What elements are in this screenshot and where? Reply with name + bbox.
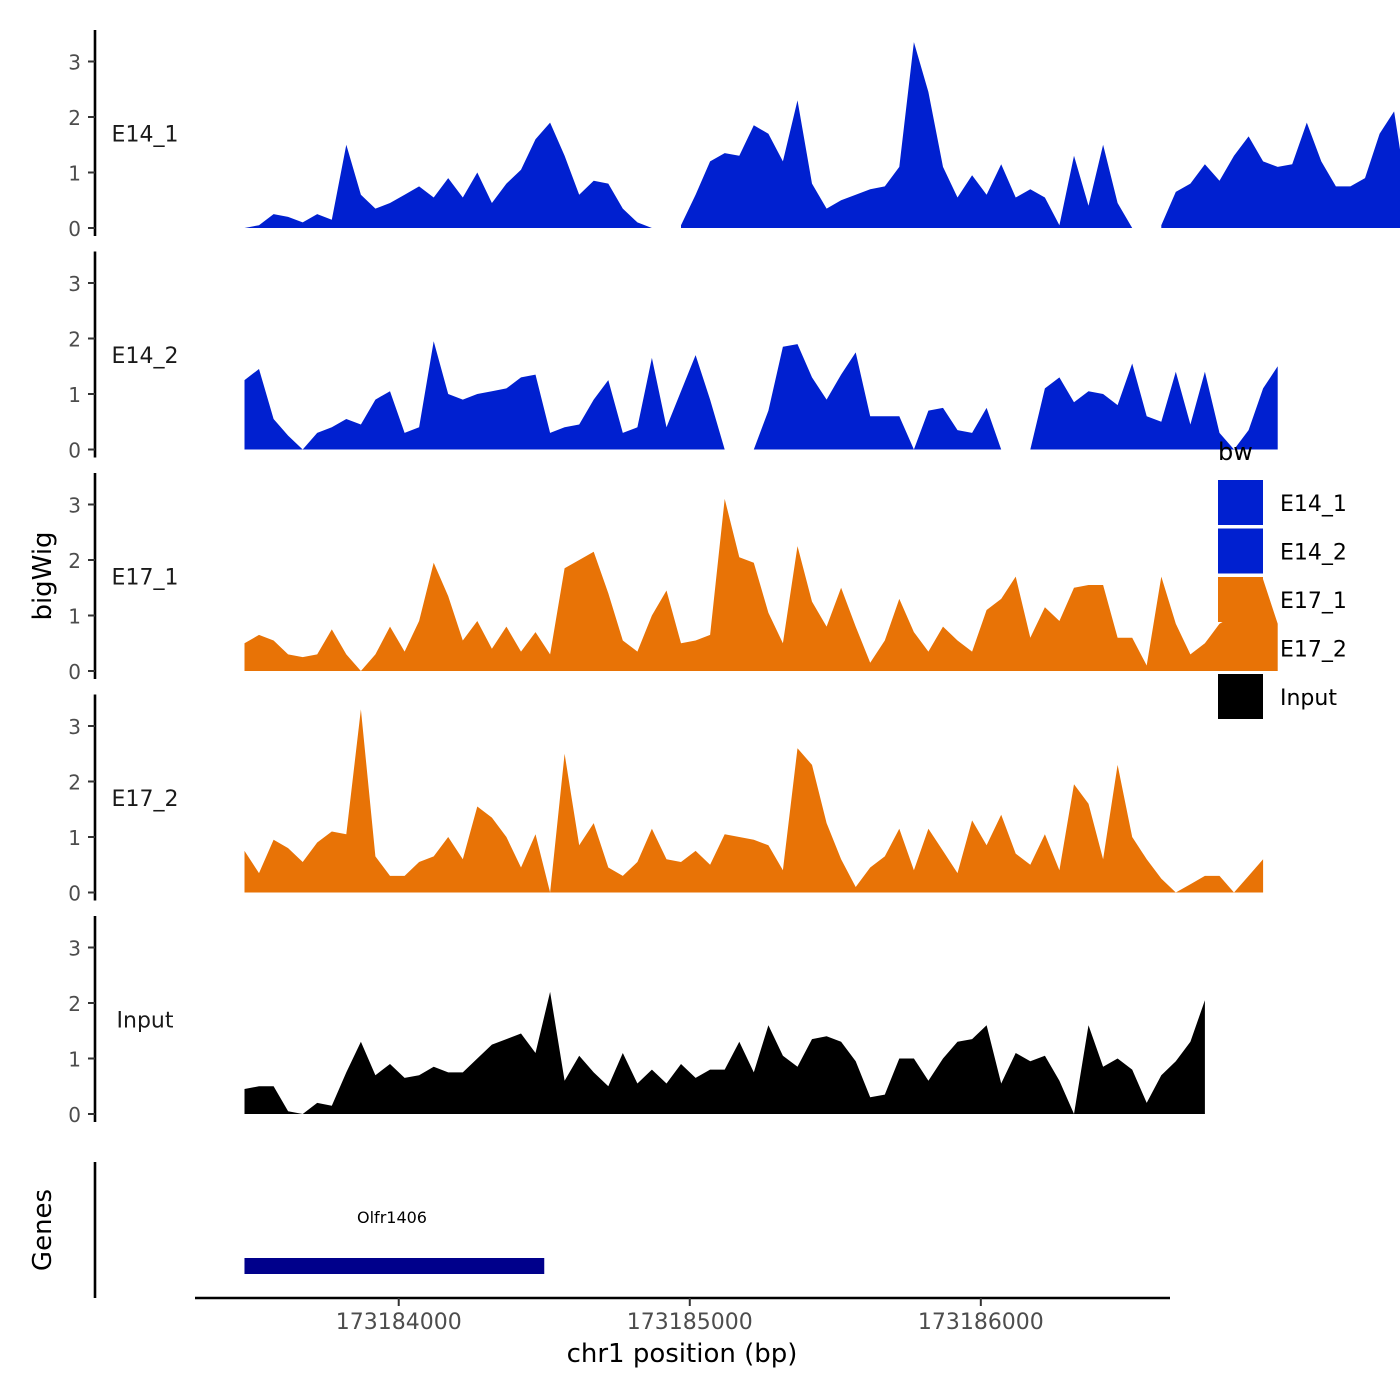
y-tick-label: 1	[68, 605, 81, 629]
signal-area	[244, 341, 725, 450]
y-tick-label: 2	[68, 992, 81, 1016]
gene-olfr1406: Olfr1406	[244, 1208, 545, 1274]
y-tick-label: 3	[68, 272, 81, 296]
signal-area	[244, 709, 1264, 893]
y-tick-label: 1	[68, 826, 81, 850]
legend-swatch	[1218, 625, 1263, 671]
legend-label: E14_2	[1280, 541, 1347, 566]
y-tick-label: 2	[68, 106, 81, 130]
y-tick-label: 0	[68, 882, 81, 906]
y-tick-label: 0	[68, 660, 81, 684]
gene-label: Olfr1406	[357, 1208, 427, 1227]
legend: bw E14_1 E14_2 E17_1 E17_2 Input	[1218, 438, 1347, 719]
signal-area	[244, 991, 1205, 1114]
signal-area	[753, 344, 1002, 450]
x-tick-label: 173185000	[627, 1310, 753, 1335]
track-label: E17_2	[112, 787, 179, 812]
track-label: Input	[117, 1009, 174, 1034]
legend-item-e17-1: E17_1	[1218, 577, 1347, 622]
y-tick-label: 3	[68, 937, 81, 961]
y-tick-label: 3	[68, 51, 81, 75]
legend-label: E17_1	[1280, 589, 1347, 614]
legend-item-input: Input	[1218, 674, 1337, 719]
track-e14-2: 0 1 2 3 E14_2	[68, 251, 1278, 463]
legend-item-e14-2: E14_2	[1218, 528, 1347, 574]
legend-title: bw	[1218, 438, 1253, 466]
y-tick-label: 0	[68, 1103, 81, 1127]
x-tick-label: 173186000	[918, 1310, 1044, 1335]
track-label: E17_1	[112, 566, 179, 591]
y-tick-label: 2	[68, 549, 81, 573]
legend-label: E14_1	[1280, 492, 1347, 517]
legend-swatch	[1218, 528, 1263, 574]
x-tick-label: 173184000	[336, 1310, 462, 1335]
signal-area	[681, 42, 1133, 228]
y-tick-label: 0	[68, 439, 81, 463]
y-tick-label: 1	[68, 1048, 81, 1072]
legend-label: E17_2	[1280, 638, 1347, 663]
x-axis-label: chr1 position (bp)	[567, 1339, 798, 1369]
track-e14-1: 0 1 2 3 E14_1	[68, 30, 1400, 241]
y-tick-label: 3	[68, 715, 81, 739]
track-label: E14_2	[112, 344, 179, 369]
y-tick-label: 3	[68, 494, 81, 518]
track-input: 0 1 2 3 Input	[68, 916, 1205, 1127]
signal-area	[244, 498, 1278, 671]
y-tick-label: 0	[68, 217, 81, 241]
bigwig-tracks: 0 1 2 3 E14_1 0 1 2 3 E14_2 0 1 2 3 E17_1 0 1 2 3 E17_2 0 1 2 3…	[68, 30, 1400, 1127]
y-tick-label: 2	[68, 771, 81, 795]
y-tick-label: 1	[68, 162, 81, 186]
gene-body	[244, 1258, 545, 1274]
track-e17-2: 0 1 2 3 E17_2	[68, 694, 1264, 906]
signal-area	[1161, 111, 1400, 228]
signal-area	[244, 122, 652, 228]
y-tick-label: 2	[68, 328, 81, 352]
gene-track: Olfr1406	[93, 1162, 545, 1298]
legend-swatch	[1218, 674, 1263, 719]
signal-area	[1030, 363, 1278, 450]
track-e17-1: 0 1 2 3 E17_1	[68, 473, 1278, 684]
y-tick-label: 1	[68, 383, 81, 407]
legend-item-e14-1: E14_1	[1218, 480, 1347, 525]
legend-swatch	[1218, 480, 1263, 525]
genes-axis-label: Genes	[28, 1189, 58, 1271]
y-axis-label: bigWig	[28, 531, 58, 620]
legend-label: Input	[1280, 686, 1337, 711]
legend-item-e17-2: E17_2	[1218, 625, 1347, 671]
track-label: E14_1	[112, 123, 179, 148]
legend-swatch	[1218, 577, 1263, 622]
x-axis: 173184000 173185000 173186000	[195, 1296, 1170, 1335]
